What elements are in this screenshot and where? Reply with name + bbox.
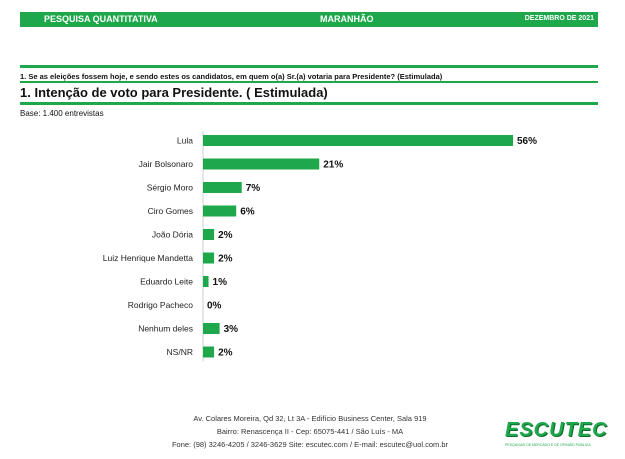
bar — [203, 205, 237, 217]
base-text: Base: 1.400 entrevistas — [20, 109, 104, 118]
bar — [203, 158, 320, 170]
value-label: 3% — [224, 324, 239, 335]
bar — [203, 346, 215, 358]
bar-chart: Lula 56% Jair Bolsonaro 21% Sérgio Moro 7% Cir… — [103, 131, 537, 362]
category-label: Rodrigo Pacheco — [128, 300, 193, 310]
survey-type-label: PESQUISA QUANTITATIVA — [44, 14, 158, 24]
category-label: Luiz Henrique Mandetta — [103, 253, 194, 263]
value-label: 21% — [323, 160, 343, 171]
date-label: DEZEMBRO DE 2021 — [524, 15, 594, 22]
value-label: 0% — [207, 301, 222, 312]
category-label: Nenhum deles — [138, 324, 193, 334]
category-label: Ciro Gomes — [148, 206, 193, 216]
header-bar: PESQUISA QUANTITATIVA MARANHÃO DEZEMBRO … — [20, 12, 598, 27]
bar — [203, 252, 215, 264]
footer-neighborhood: Bairro: Renascença II - Cep: 65075-441 /… — [216, 427, 404, 436]
top-divider — [20, 65, 598, 68]
category-label: Sérgio Moro — [147, 183, 194, 193]
footer-contact: Fone: (98) 3246-4205 / 3246-3629 Site: e… — [171, 440, 449, 449]
bar — [203, 323, 220, 334]
logo-wordmark: ESCUTEC — [505, 419, 608, 441]
title-divider — [20, 102, 598, 105]
state-label: MARANHÃO — [320, 14, 374, 24]
value-label: 2% — [218, 254, 233, 265]
value-label: 6% — [240, 207, 255, 218]
bar — [203, 135, 513, 146]
logo-tagline: PESQUISAS DE MERCADO E DE OPINIÃO PÚBLIC… — [505, 443, 591, 447]
chart-title: 1. Intenção de voto para Presidente. ( E… — [20, 85, 328, 100]
bar — [203, 229, 215, 240]
bar — [203, 276, 209, 287]
category-label: Lula — [177, 136, 193, 146]
category-label: NS/NR — [167, 347, 193, 357]
value-label: 2% — [218, 230, 233, 241]
value-label: 7% — [246, 183, 261, 194]
value-label: 56% — [517, 136, 537, 147]
footer: Av. Colares Moreira, Qd 32, Lt 3A - Edif… — [150, 412, 470, 451]
value-label: 1% — [213, 277, 228, 288]
category-label: Eduardo Leite — [140, 277, 193, 287]
bar — [203, 182, 242, 193]
question-text: 1. Se as eleições fossem hoje, e sendo e… — [20, 72, 443, 81]
escutec-logo: ESCUTEC PESQUISAS DE MERCADO E DE OPINIÃ… — [505, 419, 608, 450]
footer-address: Av. Colares Moreira, Qd 32, Lt 3A - Edif… — [193, 414, 427, 423]
value-label: 2% — [218, 348, 233, 359]
question-divider — [20, 81, 598, 83]
category-label: João Dória — [152, 230, 193, 240]
category-label: Jair Bolsonaro — [139, 159, 194, 169]
